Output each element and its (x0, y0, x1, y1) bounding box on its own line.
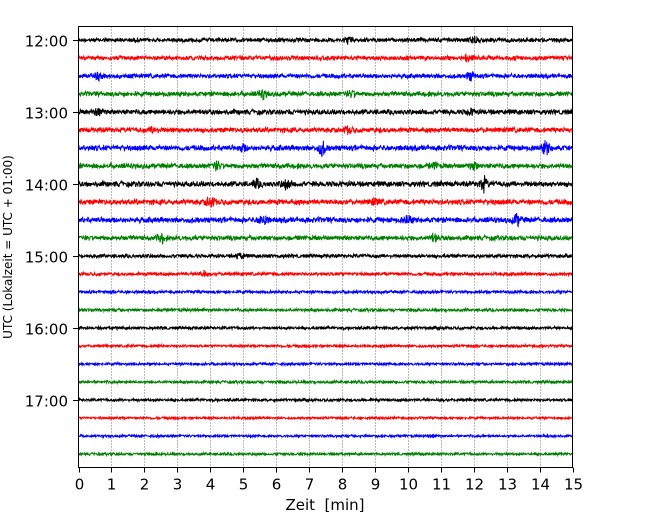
trace-line (78, 288, 573, 296)
trace-line (78, 396, 573, 404)
trace-line (78, 175, 573, 194)
trace-line (78, 140, 573, 157)
trace-line (78, 35, 573, 45)
y-tick-label: 14:00 (25, 177, 68, 195)
trace-line (78, 70, 573, 83)
y-axis-ticks: 12:00 13:00 14:00 15:00 16:00 17:00 (25, 33, 79, 411)
x-tick-label: 3 (173, 476, 183, 494)
trace-line (78, 414, 573, 421)
trace-line (78, 342, 573, 350)
x-axis-ticks: 0 1 2 3 4 5 6 7 8 9 10 11 12 13 14 15 (75, 467, 583, 494)
x-tick-label: 15 (564, 476, 583, 494)
x-tick-label: 11 (432, 476, 451, 494)
trace-line (78, 212, 573, 228)
trace-line (78, 125, 573, 135)
trace-line (78, 252, 573, 260)
x-tick-label: 7 (305, 476, 315, 494)
y-tick-label: 15:00 (25, 249, 68, 267)
y-tick-label: 13:00 (25, 105, 68, 123)
x-axis-label: Zeit [min] (285, 496, 364, 514)
plot-frame (78, 26, 573, 468)
x-tick-label: 9 (371, 476, 381, 494)
x-tick-label: 5 (239, 476, 249, 494)
x-tick-label: 13 (498, 476, 517, 494)
trace-line (78, 196, 573, 208)
trace-line (78, 107, 573, 117)
x-tick-label: 0 (75, 476, 85, 494)
x-tick-label: 8 (338, 476, 348, 494)
trace-line (78, 324, 573, 332)
x-tick-label: 1 (107, 476, 117, 494)
trace-line (78, 450, 573, 458)
y-axis-label: UTC (Lokalzeit = UTC + 01:00) (1, 155, 15, 339)
trace-line (78, 53, 573, 63)
trace-line (78, 269, 573, 278)
y-tick-label: 12:00 (25, 33, 68, 51)
x-tick-label: 6 (272, 476, 282, 494)
x-tick-label: 12 (465, 476, 484, 494)
y-tick-label: 17:00 (25, 393, 68, 411)
x-tick-label: 2 (140, 476, 150, 494)
y-tick-label: 16:00 (25, 321, 68, 339)
x-tick-label: 14 (531, 476, 550, 494)
trace-line (78, 232, 573, 246)
trace-line (78, 89, 573, 101)
x-tick-label: 10 (399, 476, 418, 494)
trace-line (78, 306, 573, 314)
trace-line (78, 160, 573, 173)
trace-line (78, 433, 573, 440)
trace-line (78, 378, 573, 386)
seismic-traces (78, 35, 573, 458)
x-tick-label: 4 (206, 476, 216, 494)
trace-line (78, 360, 573, 368)
